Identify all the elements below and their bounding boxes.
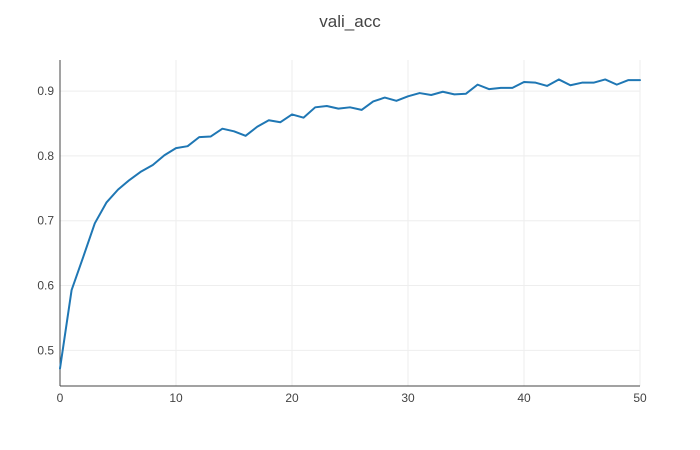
data-point-38 <box>499 86 503 90</box>
data-point-19 <box>278 120 282 124</box>
data-point-9 <box>162 153 166 157</box>
axes-layer <box>59 60 640 387</box>
data-point-33 <box>441 90 445 94</box>
data-point-49 <box>626 78 630 82</box>
data-point-42 <box>545 84 549 88</box>
data-point-5 <box>116 188 120 192</box>
x-tick-label-0: 0 <box>57 391 64 405</box>
y-tick-label-1: 0.6 <box>37 279 54 293</box>
x-tick-label-3: 30 <box>401 391 415 405</box>
data-point-11 <box>186 144 190 148</box>
data-point-2 <box>81 255 85 259</box>
data-point-40 <box>522 80 526 84</box>
labels-layer: 0 10 20 30 40 50 0.5 0.6 0.7 0.8 0.9 <box>37 84 647 405</box>
chart-title: vali_acc <box>319 12 381 31</box>
y-tick-label-4: 0.9 <box>37 84 54 98</box>
data-point-13 <box>209 134 213 138</box>
data-point-44 <box>568 83 572 87</box>
data-point-35 <box>464 92 468 96</box>
data-point-28 <box>383 96 387 100</box>
data-point-20 <box>290 112 294 116</box>
data-point-41 <box>534 81 538 85</box>
data-point-16 <box>244 134 248 138</box>
data-point-24 <box>336 107 340 111</box>
data-point-32 <box>429 93 433 97</box>
data-point-46 <box>592 81 596 85</box>
x-tick-label-1: 10 <box>169 391 183 405</box>
data-point-50 <box>638 78 642 82</box>
data-point-1 <box>70 288 74 292</box>
data-point-47 <box>603 77 607 81</box>
y-tick-label-3: 0.8 <box>37 149 54 163</box>
x-tick-label-2: 20 <box>285 391 299 405</box>
data-point-23 <box>325 104 329 108</box>
x-tick-label-4: 40 <box>517 391 531 405</box>
series-line-0 <box>59 78 641 370</box>
data-point-21 <box>302 116 306 120</box>
x-tick-label-5: 50 <box>633 391 647 405</box>
data-point-37 <box>487 87 491 91</box>
data-point-3 <box>93 221 97 225</box>
data-point-27 <box>371 99 375 103</box>
data-point-43 <box>557 77 561 81</box>
line-layer <box>58 77 642 371</box>
grid-layer <box>60 60 641 386</box>
data-point-7 <box>139 169 143 173</box>
data-point-36 <box>476 83 480 87</box>
y-tick-label-2: 0.7 <box>37 214 54 228</box>
data-point-26 <box>360 108 364 112</box>
data-point-8 <box>151 163 155 167</box>
y-tick-label-0: 0.5 <box>37 343 54 357</box>
data-point-18 <box>267 118 271 122</box>
data-point-29 <box>394 99 398 103</box>
data-point-39 <box>510 86 514 90</box>
data-point-25 <box>348 105 352 109</box>
data-point-14 <box>220 127 224 131</box>
data-point-0 <box>58 367 62 371</box>
data-point-6 <box>128 178 132 182</box>
data-point-30 <box>406 94 410 98</box>
data-point-4 <box>104 201 108 205</box>
data-point-48 <box>615 83 619 87</box>
data-point-10 <box>174 146 178 150</box>
data-point-12 <box>197 135 201 139</box>
data-point-22 <box>313 105 317 109</box>
data-point-15 <box>232 129 236 133</box>
data-point-17 <box>255 125 259 129</box>
data-point-45 <box>580 81 584 85</box>
data-point-31 <box>418 91 422 95</box>
data-point-34 <box>452 92 456 96</box>
